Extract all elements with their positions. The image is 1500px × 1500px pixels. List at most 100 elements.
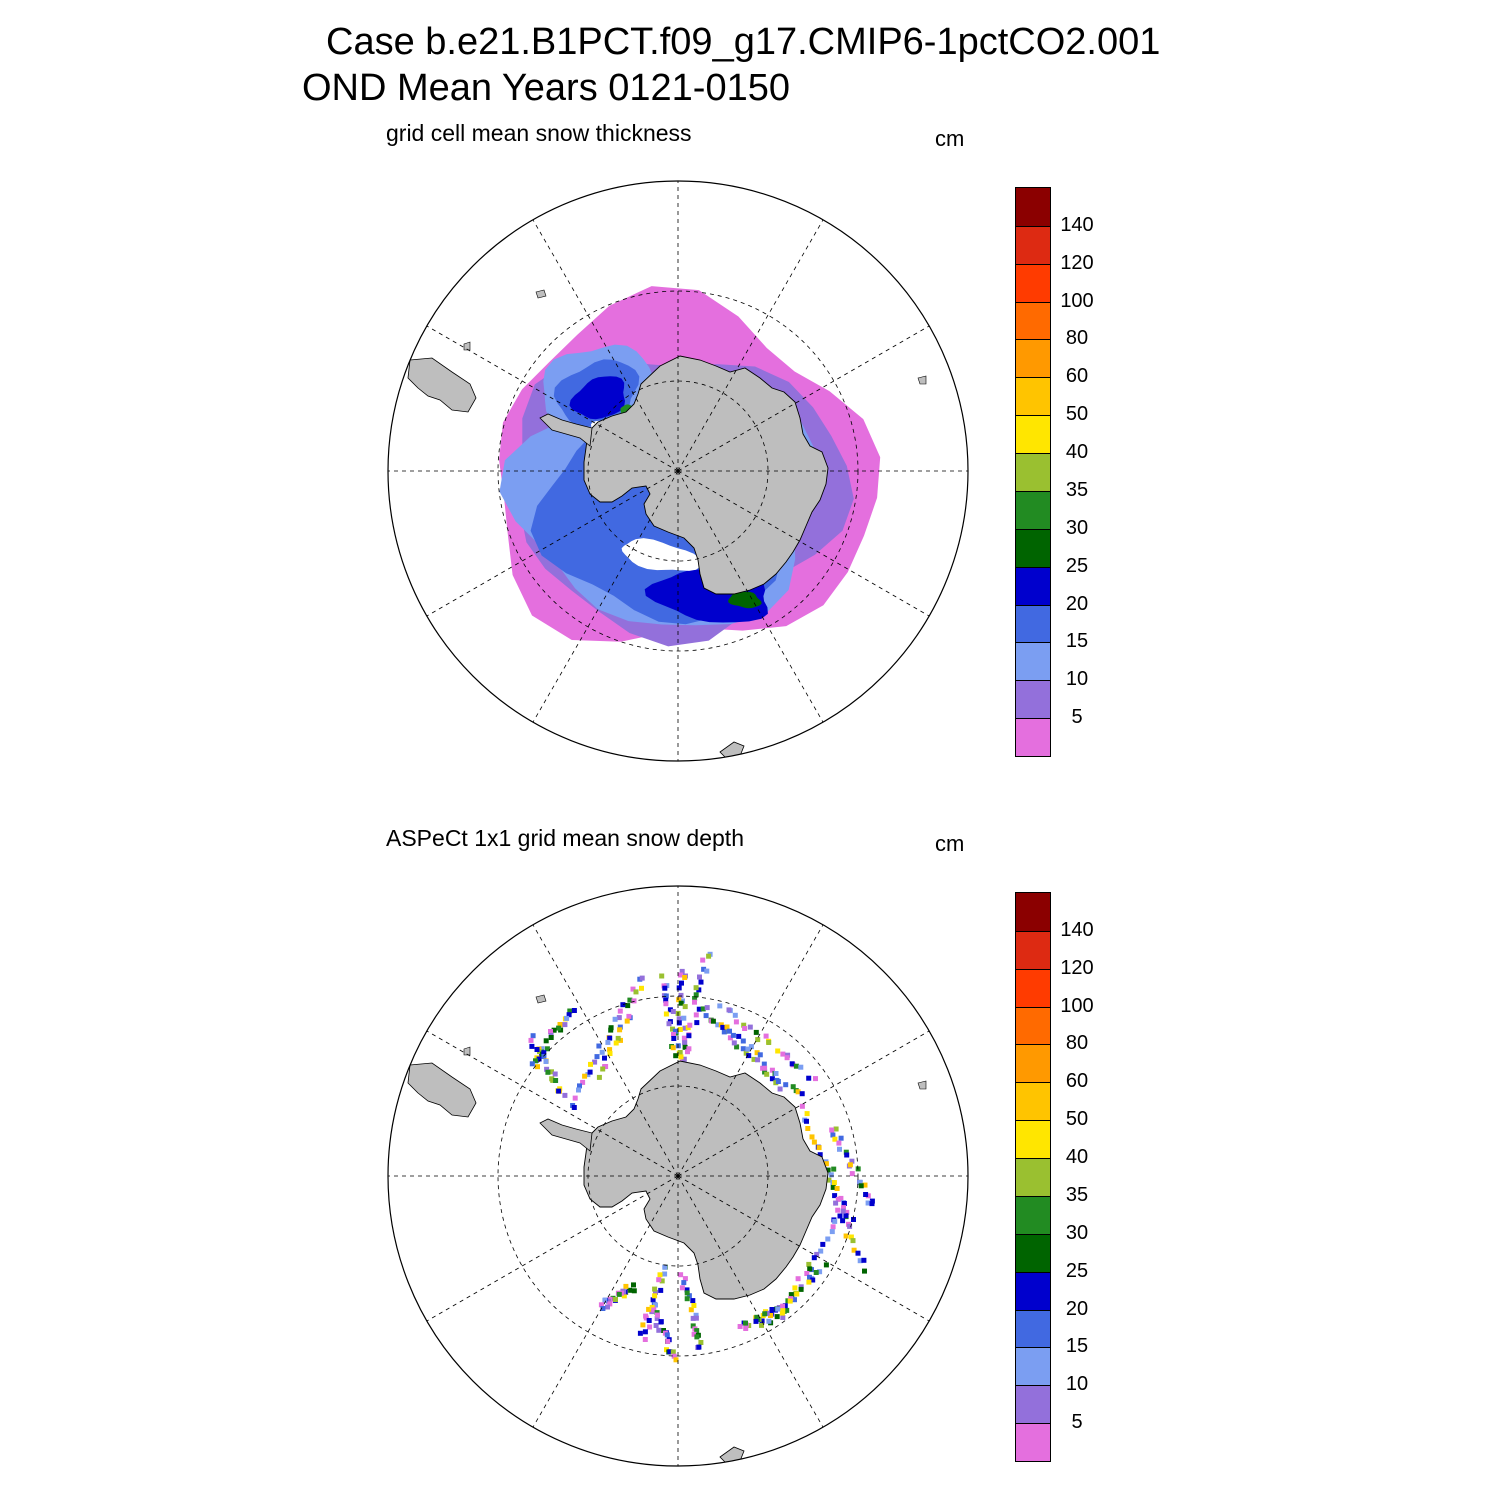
observation-cell <box>612 1016 618 1022</box>
observation-cell <box>681 1056 687 1062</box>
observation-cell <box>774 1314 780 1320</box>
observation-cell <box>811 1255 817 1261</box>
observation-cell <box>798 1064 804 1070</box>
colorbar-box <box>1016 1158 1050 1196</box>
observation-cell <box>567 1008 573 1014</box>
observation-cell <box>534 1047 540 1052</box>
colorbar-box <box>1016 415 1050 454</box>
observation-cell <box>678 992 684 998</box>
observation-cell <box>681 1035 687 1041</box>
observation-cell <box>784 1055 790 1061</box>
ross-zone <box>728 591 762 609</box>
observation-cell <box>673 1053 679 1059</box>
observation-cell <box>817 1269 823 1275</box>
observation-cell <box>769 1067 775 1073</box>
observation-cell <box>777 1086 783 1092</box>
observation-cell <box>851 1217 856 1222</box>
observation-cell <box>780 1303 786 1309</box>
observation-cell <box>582 1073 588 1079</box>
polar-map-model <box>387 180 969 762</box>
meridian-line <box>677 470 824 723</box>
observation-cell <box>698 1340 704 1345</box>
observation-cell <box>670 1009 676 1014</box>
observation-cell <box>865 1200 871 1206</box>
observation-cell <box>804 1111 810 1117</box>
observation-cell <box>811 1139 817 1145</box>
observation-cell <box>688 1307 694 1313</box>
observation-cell <box>670 1045 676 1051</box>
colorbar-obs <box>1015 892 1051 1462</box>
colorbar-box <box>1016 1006 1050 1045</box>
observation-cell <box>730 1032 736 1038</box>
observation-cell <box>639 985 644 991</box>
colorbar-tick-label: 40 <box>1065 1146 1089 1169</box>
observation-cell <box>849 1158 855 1164</box>
observation-cell <box>671 1353 677 1359</box>
observation-cell <box>782 1303 788 1309</box>
observation-cell <box>727 1028 732 1034</box>
meridian-line <box>677 325 930 472</box>
observation-cell <box>829 1229 835 1235</box>
observation-cell <box>692 996 698 1001</box>
observation-cell <box>741 1022 747 1028</box>
meridian-line <box>532 1175 679 1428</box>
observation-cell <box>829 1127 835 1133</box>
observation-cell <box>679 1285 685 1291</box>
observation-cell <box>830 1184 836 1190</box>
observation-cell <box>639 975 645 981</box>
observation-cell <box>748 1044 754 1050</box>
observation-cell <box>553 1078 559 1083</box>
observation-cell <box>848 1234 854 1240</box>
observation-cell <box>657 1272 663 1278</box>
colorbar-tick-label: 50 <box>1065 1108 1089 1131</box>
meridian-line <box>677 470 930 617</box>
island-landmass <box>535 289 547 299</box>
panel-title-obs: ASPeCt 1x1 grid mean snow depth <box>386 825 744 851</box>
observation-cell <box>676 1016 682 1022</box>
observation-cell <box>816 1145 822 1151</box>
observation-cell <box>804 1118 809 1124</box>
observation-cell <box>543 1059 549 1064</box>
observation-cell <box>671 1036 677 1041</box>
observation-cell <box>740 1046 746 1052</box>
observation-cell <box>740 1038 746 1044</box>
observation-cell <box>678 1272 684 1278</box>
observation-cell <box>607 1301 613 1307</box>
colorbar-box <box>1016 680 1050 719</box>
observation-cell <box>857 1258 863 1264</box>
observation-cell <box>700 1006 706 1012</box>
observation-cell <box>858 1183 864 1189</box>
colorbar-tick-label: 120 <box>1060 251 1094 274</box>
colorbar-box <box>1016 528 1050 567</box>
observation-cell <box>606 1298 611 1304</box>
observation-cell <box>780 1051 786 1057</box>
observation-cell <box>690 1323 696 1329</box>
observation-cell <box>693 1012 699 1018</box>
observation-cell <box>818 1248 824 1254</box>
observation-cell <box>670 1349 676 1355</box>
observation-cell <box>861 1257 867 1263</box>
observation-cell <box>833 1126 839 1132</box>
observation-cell <box>627 997 633 1003</box>
colorbar-tick-label: 5 <box>1071 706 1083 729</box>
observation-cell <box>677 972 683 978</box>
colorbar-tick-label: 20 <box>1065 592 1089 615</box>
observation-cell <box>600 1306 606 1311</box>
observation-cell <box>613 1040 619 1046</box>
colorbar-tick-label: 25 <box>1065 1259 1089 1282</box>
colorbar-tick-label: 100 <box>1060 289 1094 312</box>
observation-cell <box>681 1280 687 1286</box>
map-boundary <box>387 180 969 762</box>
observation-cell <box>762 1311 768 1317</box>
observation-cell <box>623 1283 629 1289</box>
observation-cell <box>562 1092 568 1098</box>
observation-cell <box>693 1312 699 1318</box>
colorbar-tick-label: 5 <box>1071 1411 1083 1434</box>
observation-cell <box>789 1061 795 1067</box>
observation-cell <box>587 1069 593 1075</box>
island-landmass <box>535 994 547 1004</box>
observation-cell <box>616 1291 622 1297</box>
observation-cell <box>650 1297 656 1303</box>
colorbar-box <box>1016 490 1050 529</box>
polar-map-obs <box>387 885 969 1467</box>
